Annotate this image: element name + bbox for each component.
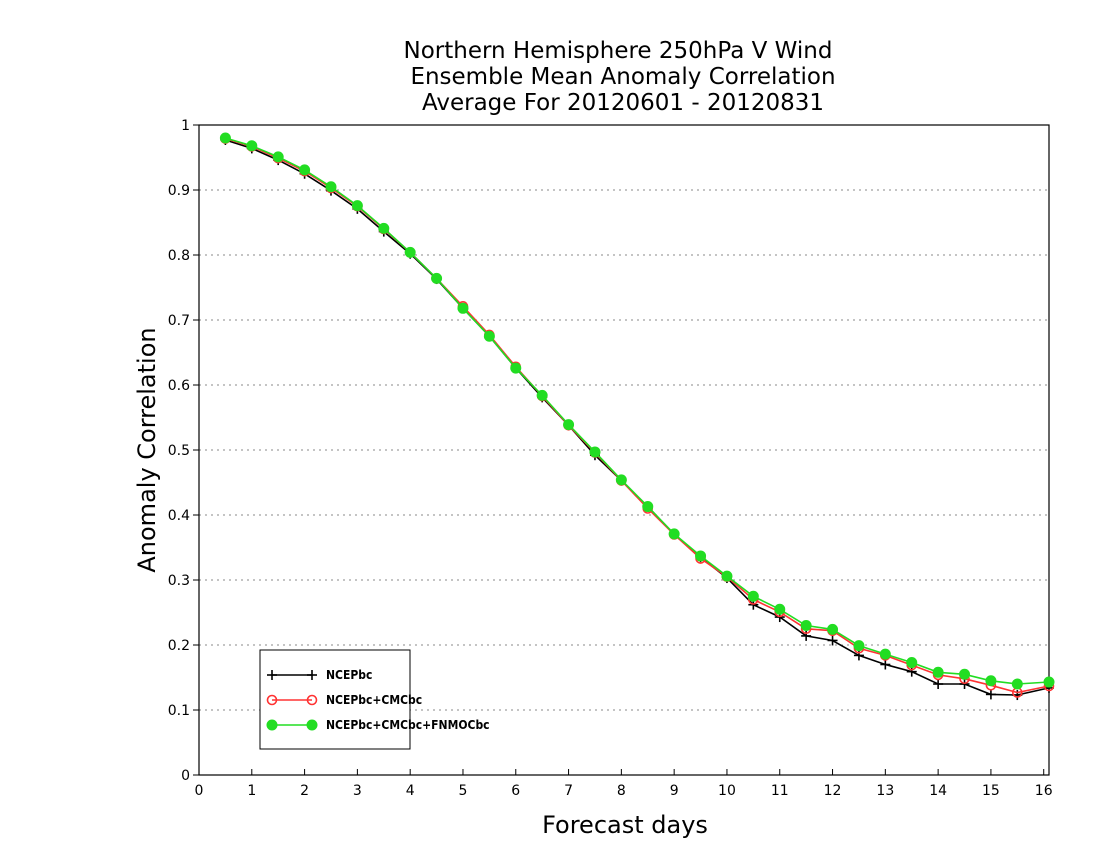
- y-axis-label: Anomaly Correlation: [133, 327, 161, 572]
- legend-label: NCEPbc+CMCbc: [326, 693, 422, 707]
- x-tick-label: 4: [406, 783, 415, 799]
- legend: NCEPbc NCEPbc+CMCbc NCEPbc+CMCbc+FNMOCbc: [259, 649, 490, 750]
- y-tick-label: 0.1: [168, 703, 190, 719]
- data-point: [299, 164, 311, 176]
- data-point: [906, 666, 917, 677]
- y-tick-label: 0.3: [168, 573, 190, 589]
- data-point: [1011, 678, 1023, 690]
- series-2: [220, 133, 1055, 698]
- series-1: [220, 134, 1054, 701]
- x-tick-label: 5: [459, 783, 468, 799]
- title-line-3: Average For 20120601 - 20120831: [422, 90, 824, 116]
- data-point: [378, 222, 390, 234]
- gridlines: [199, 189, 1049, 711]
- data-point: [246, 140, 258, 152]
- x-tick-label: 7: [564, 783, 573, 799]
- y-tick-label: 0.9: [168, 183, 190, 199]
- data-point: [563, 419, 575, 431]
- data-point: [1043, 676, 1055, 688]
- data-point: [721, 570, 733, 582]
- y-tick-label: 0.2: [168, 638, 190, 654]
- x-axis-label: Forecast days: [542, 811, 708, 839]
- data-point: [325, 181, 337, 193]
- x-tick-label: 10: [718, 783, 736, 799]
- data-point: [615, 474, 627, 486]
- series-line: [225, 137, 1050, 685]
- x-tick-label: 2: [300, 783, 309, 799]
- legend-marker: [267, 670, 277, 680]
- legend-marker: [306, 719, 318, 731]
- data-point: [510, 362, 522, 374]
- x-tick-label: 6: [511, 783, 520, 799]
- data-point: [906, 657, 918, 669]
- data-point: [853, 640, 865, 652]
- data-point: [827, 623, 839, 635]
- data-point: [219, 132, 231, 144]
- x-tick-label: 1: [247, 783, 256, 799]
- x-tick-label: 13: [876, 783, 894, 799]
- legend-label: NCEPbc+CMCbc+FNMOCbc: [326, 718, 490, 732]
- x-tick-label: 3: [353, 783, 362, 799]
- data-point: [589, 446, 601, 458]
- data-point: [431, 272, 443, 284]
- chart-title: Northern Hemisphere 250hPa V Wind Ensemb…: [404, 38, 836, 116]
- x-tick-label: 0: [195, 783, 204, 799]
- legend-marker: [266, 719, 278, 731]
- series-3: [219, 132, 1055, 690]
- y-tick-label: 0.6: [168, 378, 190, 394]
- data-point: [774, 603, 786, 615]
- legend-entry: NCEPbc+CMCbc: [266, 693, 422, 707]
- legend-marker: [306, 694, 318, 706]
- x-tick-label: 15: [982, 783, 1000, 799]
- series-line: [225, 139, 1050, 696]
- x-tick-label: 9: [670, 783, 679, 799]
- data-point: [959, 668, 971, 680]
- data-series: [219, 132, 1055, 701]
- data-point: [483, 330, 495, 342]
- y-tick-label: 0.4: [168, 508, 190, 524]
- legend-entry: NCEPbc: [267, 668, 372, 682]
- y-tick-label: 0.7: [168, 313, 190, 329]
- data-point: [351, 200, 363, 212]
- data-point: [933, 679, 944, 689]
- data-point: [272, 151, 284, 163]
- x-tick-label: 11: [771, 783, 789, 799]
- y-tick-label: 0.5: [168, 443, 190, 459]
- x-tick-label: 12: [824, 783, 842, 799]
- legend-entry: NCEPbc+CMCbc+FNMOCbc: [266, 718, 490, 732]
- y-tick-label: 0: [181, 768, 190, 784]
- data-point: [985, 689, 996, 700]
- y-tick-label: 0.8: [168, 248, 190, 264]
- legend-label: NCEPbc: [326, 668, 372, 682]
- axes: 00.10.20.30.40.50.60.70.80.910 1 2 3 4 5 6 7 8 9 1…: [168, 118, 1053, 799]
- data-point: [404, 246, 416, 258]
- x-tick-label: 16: [1035, 783, 1053, 799]
- legend-marker: [307, 670, 317, 680]
- data-point: [668, 528, 680, 540]
- x-tick-label: 14: [929, 783, 947, 799]
- legend-marker: [266, 694, 278, 706]
- data-point: [695, 550, 707, 562]
- data-point: [932, 666, 944, 678]
- title-line-2: Ensemble Mean Anomaly Correlation: [410, 64, 835, 90]
- data-point: [879, 648, 891, 660]
- x-tick-label: 8: [617, 783, 626, 799]
- data-point: [457, 302, 469, 314]
- series-line: [225, 137, 1050, 694]
- data-point: [880, 659, 891, 670]
- title-line-1: Northern Hemisphere 250hPa V Wind: [404, 38, 833, 64]
- data-point: [642, 501, 654, 513]
- data-point: [800, 620, 812, 631]
- data-point: [827, 635, 838, 646]
- data-point: [747, 590, 759, 602]
- data-point: [985, 675, 997, 687]
- data-point: [536, 389, 548, 401]
- y-tick-label: 1: [181, 118, 190, 134]
